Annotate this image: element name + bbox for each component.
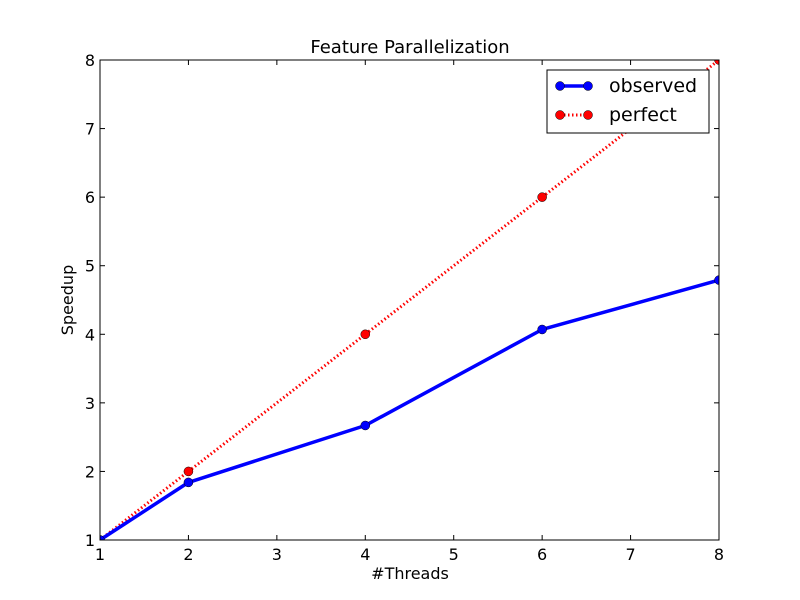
legend-marker-perfect xyxy=(555,110,565,120)
x-tick-label: 1 xyxy=(95,545,105,564)
data-point-observed xyxy=(714,275,719,285)
y-tick-label: 7 xyxy=(85,120,95,139)
x-tick-label: 7 xyxy=(625,545,635,564)
y-tick-label: 5 xyxy=(85,257,95,276)
legend-marker-observed xyxy=(555,81,565,91)
legend: observed perfect xyxy=(546,69,710,134)
plot-frame xyxy=(99,59,720,541)
y-axis-label: Speedup xyxy=(58,265,77,335)
legend-box xyxy=(546,69,710,134)
series-perfect xyxy=(100,60,719,540)
data-point-perfect xyxy=(360,329,371,340)
x-tick-label: 5 xyxy=(449,545,459,564)
x-tick-label: 4 xyxy=(360,545,370,564)
data-point-perfect xyxy=(537,192,547,202)
plot-area: 1 2 3 4 5 6 7 8 1 2 3 4 5 6 7 8 xyxy=(85,51,724,564)
x-tick-label: 3 xyxy=(272,545,282,564)
legend-label-observed: observed xyxy=(609,75,697,97)
y-tick-label: 3 xyxy=(85,394,95,413)
data-point-perfect xyxy=(183,466,194,477)
legend-marker-observed xyxy=(583,81,593,91)
y-tick-label: 8 xyxy=(85,51,95,70)
data-point-perfect xyxy=(714,60,719,65)
chart-title: Feature Parallelization xyxy=(310,37,509,58)
data-point-observed xyxy=(100,535,105,540)
x-axis-label: #Threads xyxy=(371,564,449,583)
data-point-observed xyxy=(360,420,371,431)
y-tick-label: 4 xyxy=(85,325,95,344)
series-line-observed xyxy=(100,278,719,540)
legend-marker-perfect xyxy=(583,110,593,120)
data-point-observed xyxy=(537,324,547,335)
legend-label-perfect: perfect xyxy=(609,104,677,126)
y-tick-label: 1 xyxy=(85,531,95,550)
x-tick-label: 2 xyxy=(183,545,193,564)
y-tick-label: 2 xyxy=(85,462,95,481)
x-tick-label: 8 xyxy=(714,545,724,564)
x-tick-label: 6 xyxy=(537,545,547,564)
y-tick-label: 6 xyxy=(85,188,95,207)
series-layer xyxy=(100,60,719,540)
series-observed xyxy=(100,275,719,540)
data-point-observed xyxy=(183,477,194,488)
axis-ticks: 1 2 3 4 5 6 7 8 1 2 3 4 5 6 7 8 xyxy=(85,51,724,564)
